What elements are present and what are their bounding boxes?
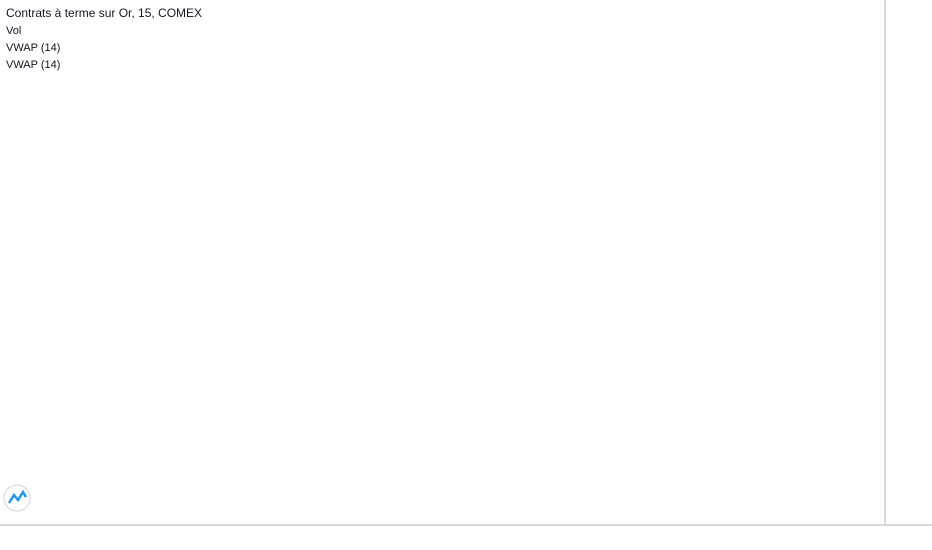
legend-item: VWAP (14) bbox=[6, 59, 60, 71]
logo-icon bbox=[7, 489, 28, 504]
chart-title: Contrats à terme sur Or, 15, COMEX bbox=[6, 6, 202, 20]
legend-item: VWAP (14) bbox=[6, 42, 60, 54]
logo bbox=[3, 484, 31, 512]
legend-item: Vol bbox=[6, 25, 21, 37]
